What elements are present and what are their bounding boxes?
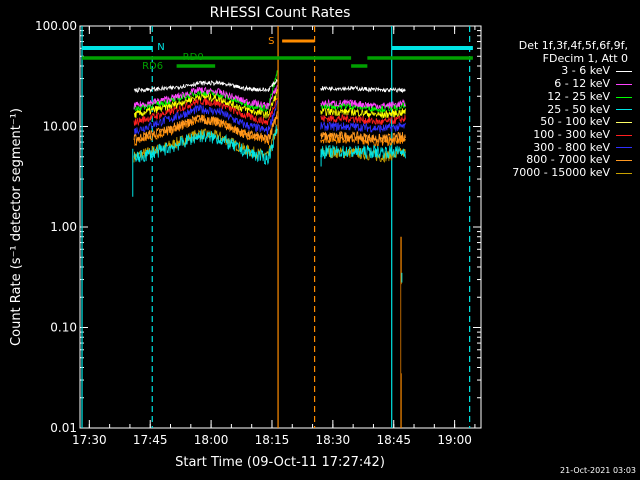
legend-entry: 300 - 800 keV (484, 140, 632, 155)
series-line (133, 111, 278, 144)
legend-entry-swatch (616, 122, 632, 124)
legend-entry-swatch (616, 71, 632, 73)
legend-entry-label: 7000 - 15000 keV (512, 166, 610, 180)
legend-entry-label: 300 - 800 keV (533, 140, 610, 154)
y-tick-label: 0.01 (50, 421, 77, 435)
x-tick-label: 19:00 (437, 433, 472, 447)
series-line (320, 146, 406, 163)
series-line (320, 120, 406, 133)
y-tick-label: 1.00 (50, 220, 77, 234)
series-line (320, 133, 406, 147)
series-line (133, 100, 278, 135)
rd6-label: RD6 (142, 61, 163, 72)
series-line (320, 98, 406, 110)
legend-entry-swatch (616, 96, 632, 98)
footer-timestamp: 21-Oct-2021 03:03 (560, 466, 636, 475)
y-axis-label: Count Rate (s⁻¹ detector segment⁻¹) (9, 108, 24, 346)
series-line (320, 107, 406, 120)
legend-entry: 12 - 25 keV (484, 89, 632, 104)
y-tick-label: 10.00 (43, 120, 77, 134)
series-line (133, 96, 278, 127)
series-line (320, 114, 406, 126)
x-tick-label: 17:45 (133, 433, 168, 447)
legend-entry-label: 800 - 7000 keV (526, 153, 610, 167)
y-tick-label: 100.00 (35, 19, 77, 33)
legend-entry: 3 - 6 keV (484, 65, 632, 78)
legend-entry-swatch (616, 83, 632, 85)
x-axis-label: Start Time (09-Oct-11 17:27:42) (175, 455, 385, 470)
legend-entry-label: 50 - 100 keV (540, 115, 610, 129)
legend-entry: 50 - 100 keV (484, 116, 632, 129)
legend: Det 1f,3f,4f,5f,6f,9f, FDecim 1, Att 0 3… (484, 39, 632, 180)
chart-title: RHESSI Count Rates (210, 5, 351, 21)
legend-entry-label: 100 - 300 keV (533, 127, 610, 141)
x-tick-label: 18:15 (255, 433, 290, 447)
night-label: N (157, 42, 164, 53)
plot-frame (79, 25, 482, 429)
x-tick-label: 18:00 (194, 433, 229, 447)
x-tick-label: 17:30 (72, 433, 107, 447)
series-line (133, 79, 278, 94)
series-line-cyan (133, 125, 278, 166)
series-line (133, 85, 278, 110)
series-line (320, 85, 406, 94)
legend-entries: 3 - 6 keV 6 - 12 keV 12 - 25 keV 25 - 50 ke… (484, 65, 632, 179)
legend-entry-swatch (616, 134, 632, 136)
legend-entry-swatch (616, 147, 632, 149)
legend-entry-label: 3 - 6 keV (561, 64, 610, 78)
legend-header-settings: FDecim 1, Att 0 (542, 51, 628, 65)
series-line-cyan (320, 144, 406, 160)
series-line (133, 113, 278, 146)
legend-entry: 7000 - 15000 keV (484, 166, 632, 180)
legend-entry: 25 - 50 keV (484, 102, 632, 117)
rd0-label: RD0 (183, 52, 204, 63)
legend-entry: 100 - 300 keV (484, 127, 632, 142)
legend-entry-swatch (616, 160, 632, 162)
series-line (133, 70, 278, 112)
series-line (133, 89, 278, 119)
x-tick-label: 18:30 (316, 433, 351, 447)
series-line (320, 130, 406, 144)
y-tick-label: 0.10 (50, 321, 77, 335)
legend-entry: 6 - 12 keV (484, 77, 632, 91)
legend-entry-swatch (616, 109, 632, 111)
saa-label: S (268, 36, 274, 47)
x-tick-label: 18:45 (376, 433, 411, 447)
legend-entry-swatch (616, 172, 632, 174)
legend-entry-label: 12 - 25 keV (547, 89, 610, 103)
legend-entry-label: 6 - 12 keV (554, 77, 610, 91)
legend-header-detectors: Det 1f,3f,4f,5f,6f,9f, (518, 39, 628, 52)
legend-entry-label: 25 - 50 keV (547, 102, 610, 116)
legend-entry: 800 - 7000 keV (484, 154, 632, 167)
